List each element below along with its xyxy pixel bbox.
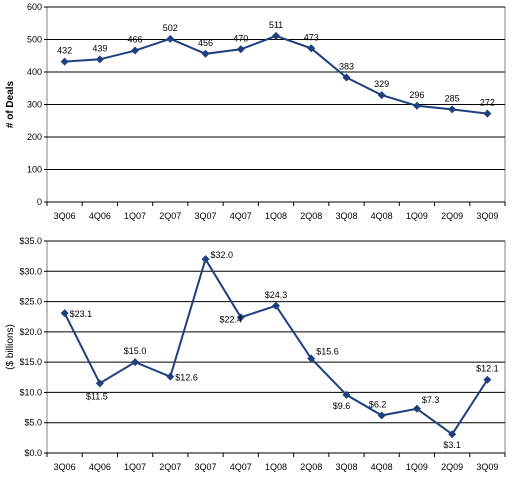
data-point-marker [412,101,421,110]
x-tick-label: 4Q07 [230,211,252,221]
data-label: $9.6 [333,401,351,411]
y-tick-label: $0.0 [24,448,42,458]
data-label: 432 [57,46,72,56]
plot-area-2 [46,240,506,454]
data-point-marker [307,44,316,53]
data-label: $32.0 [211,250,234,260]
data-point-marker [377,91,386,100]
data-point-marker [131,358,140,367]
data-point-marker [483,375,492,384]
x-tick-label: 1Q07 [124,462,146,472]
data-label: 296 [409,90,424,100]
data-label: 329 [374,79,389,89]
data-label: $15.6 [316,347,339,357]
x-tick-label: 4Q06 [89,211,111,221]
x-tick-label: 2Q09 [441,211,463,221]
data-label: 470 [233,33,248,43]
data-point-marker [272,301,280,310]
data-point-marker [201,255,210,264]
x-tick-label: 3Q08 [335,462,357,472]
data-point-marker [448,105,457,114]
data-label: 511 [269,20,283,30]
data-point-marker [377,411,386,420]
y-tick-label: $15.0 [19,357,42,367]
y-tick-label: 500 [27,35,42,45]
x-tick-label: 3Q08 [335,211,357,221]
data-point-marker [201,49,210,58]
x-tick-label: 1Q08 [265,211,287,221]
data-label: $24.3 [265,290,288,300]
data-label: $11.5 [86,391,108,401]
x-tick-label: 2Q07 [159,211,181,221]
x-tick-label: 3Q09 [476,462,498,472]
y-tick-label: 400 [27,67,42,77]
y-tick-label: 100 [27,165,42,175]
x-tick-label: 1Q07 [124,211,146,221]
data-label: $15.0 [124,346,147,356]
data-label: 456 [198,38,213,48]
y-tick-label: $35.0 [19,236,42,246]
data-point-marker [412,404,421,413]
data-point-marker [342,390,351,399]
x-tick-label: 2Q08 [300,462,322,472]
y-tick-label: $20.0 [19,327,42,337]
data-label: $12.6 [175,373,198,383]
y-axis-title: # of Deals [5,80,16,128]
data-label: $12.1 [476,364,499,374]
data-point-marker [448,430,457,439]
data-point-marker [166,372,175,381]
data-point-marker [236,45,245,54]
y-axis-title: ($ billions) [5,324,16,370]
y-tick-label: $5.0 [24,418,42,428]
x-tick-label: 1Q09 [406,211,428,221]
data-label: $23.1 [70,309,93,319]
y-tick-label: 300 [27,100,42,110]
data-point-marker [342,73,351,82]
x-tick-label: 4Q06 [89,462,111,472]
data-point-marker [483,109,492,118]
y-tick-label: 600 [27,2,42,12]
data-point-marker [95,55,104,64]
y-tick-label: 0 [37,197,42,207]
data-label: 383 [339,62,354,72]
data-label: 502 [163,23,178,33]
data-label: 473 [304,32,319,42]
x-tick-label: 3Q09 [476,211,498,221]
x-tick-label: 4Q08 [371,462,393,472]
x-tick-label: 4Q08 [371,211,393,221]
data-point-marker [166,34,175,43]
data-point-marker [272,31,280,40]
y-tick-label: $10.0 [19,387,42,397]
data-point-marker [60,309,69,318]
data-point-marker [60,57,69,66]
data-label: $3.1 [443,440,461,450]
x-tick-label: 3Q06 [54,211,76,221]
x-tick-label: 2Q08 [300,211,322,221]
data-point-marker [131,46,140,55]
y-tick-label: $25.0 [19,297,42,307]
data-label: 466 [128,35,143,45]
data-point-marker [307,354,316,363]
x-tick-label: 3Q06 [54,462,76,472]
x-tick-label: 1Q09 [406,462,428,472]
data-label: $6.2 [369,399,387,409]
y-tick-label: 200 [27,132,42,142]
data-label: 272 [480,98,495,108]
data-label: $22.4 [220,314,243,324]
x-tick-label: 3Q07 [195,462,217,472]
x-tick-label: 1Q08 [265,462,287,472]
x-tick-label: 2Q09 [441,462,463,472]
data-point-marker [236,313,245,322]
y-tick-label: $30.0 [19,266,42,276]
data-label: $7.3 [422,395,440,405]
data-point-marker [95,379,104,388]
data-label: 439 [92,43,107,53]
data-label: 285 [445,93,460,103]
x-tick-label: 2Q07 [159,462,181,472]
x-tick-label: 4Q07 [230,462,252,472]
x-tick-label: 3Q07 [195,211,217,221]
